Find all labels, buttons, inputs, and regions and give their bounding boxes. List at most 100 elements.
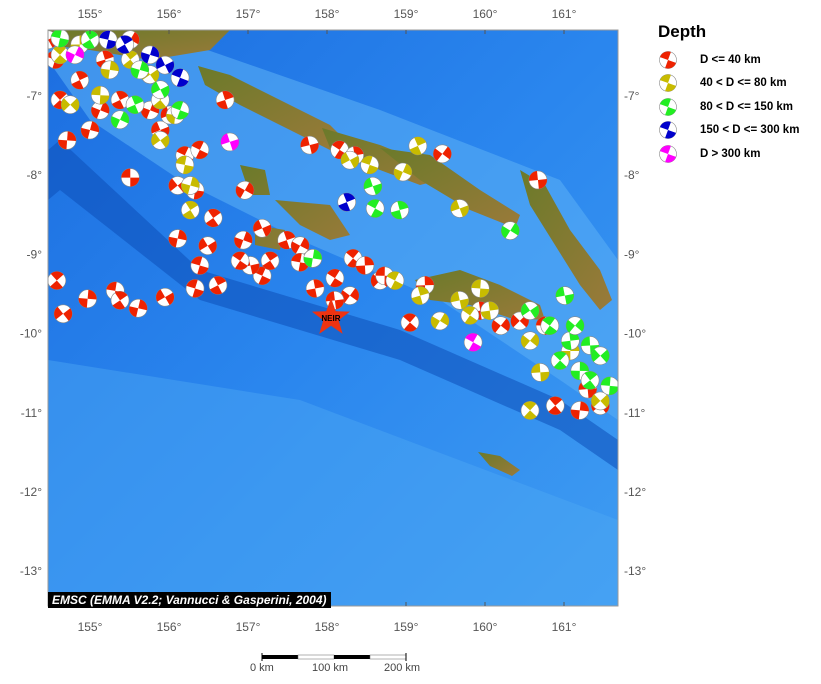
focal-mechanism: [580, 371, 600, 390]
focal-mechanism: [450, 291, 470, 310]
beachball-icon: [659, 74, 677, 93]
focal-mechanism: [400, 313, 420, 332]
focal-mechanism: [203, 208, 223, 228]
focal-mechanism: [290, 236, 310, 255]
legend-item: D <= 40 km: [658, 48, 799, 72]
legend-item: 150 < D <= 300 km: [658, 119, 799, 143]
focal-mechanism: [57, 131, 77, 150]
focal-mechanism: [393, 162, 413, 182]
focal-mechanism: [80, 30, 100, 50]
focal-mechanism: [151, 80, 170, 99]
focal-mechanism: [325, 268, 345, 288]
scale-bar-graphic: [261, 653, 407, 661]
focal-mechanism: [140, 45, 160, 65]
beachball-icon: [659, 121, 677, 140]
focal-mechanisms: [48, 30, 618, 420]
lon-tick-bottom: 159°: [394, 620, 419, 634]
focal-mechanism: [170, 68, 190, 88]
focal-mechanism: [100, 60, 120, 80]
focal-mechanism: [390, 200, 409, 220]
focal-mechanism: [215, 90, 235, 110]
focal-mechanism: [340, 150, 360, 170]
station-neir[interactable]: NEIR: [311, 297, 350, 334]
lon-tick-bottom: 158°: [315, 620, 340, 634]
legend-title: Depth: [658, 22, 707, 41]
focal-mechanism: [520, 301, 540, 320]
legend-label: 40 < D <= 80 km: [700, 77, 787, 90]
map-frame: [47, 29, 619, 607]
lat-tick-left: -11°: [21, 406, 42, 420]
focal-mechanism: [53, 304, 73, 324]
beachball-icon: [659, 50, 677, 69]
focal-mechanism: [303, 249, 323, 268]
focal-mechanism: [155, 287, 175, 307]
legend-label: D <= 40 km: [700, 53, 761, 66]
focal-mechanism: [235, 180, 255, 200]
focal-mechanism: [128, 298, 148, 318]
lon-tick-bottom: 156°: [157, 620, 182, 634]
lat-tick-left: -10°: [20, 327, 42, 341]
station-label: NEIR: [321, 314, 340, 323]
focal-mechanism: [170, 100, 190, 120]
focal-mechanism: [155, 55, 175, 75]
island-rennell: [478, 452, 520, 476]
focal-mechanism: [550, 351, 570, 370]
beachball-icon: [659, 97, 677, 116]
legend-item: 80 < D <= 150 km: [658, 95, 799, 119]
lat-tick-right: -8°: [624, 168, 640, 182]
legend-label: 80 < D <= 150 km: [700, 100, 794, 113]
beachball-icon: [659, 121, 677, 140]
focal-mechanism: [355, 256, 375, 275]
lon-tick-bottom: 161°: [552, 620, 577, 634]
focal-mechanism: [190, 140, 210, 160]
focal-mechanism: [480, 301, 500, 320]
lat-tick-right: -10°: [624, 327, 646, 341]
focal-mechanism: [430, 311, 450, 331]
scale-label-0: 0 km: [250, 662, 274, 674]
station-star-icon[interactable]: [311, 297, 350, 334]
beachball-icon: [659, 144, 677, 163]
focal-mechanism: [80, 120, 100, 140]
lat-tick-right: -12°: [624, 485, 646, 499]
focal-mechanism: [528, 170, 548, 190]
focal-mechanism: [410, 286, 430, 305]
beachball-icon: [659, 74, 677, 93]
focal-mechanism: [470, 279, 490, 298]
beachball-icon: [659, 50, 677, 69]
lon-tick-bottom: 157°: [236, 620, 261, 634]
lat-tick-left: -9°: [27, 247, 43, 261]
focal-mechanism: [50, 45, 70, 65]
focal-mechanism: [433, 144, 452, 164]
focal-mechanism: [600, 376, 618, 396]
focal-mechanism: [520, 401, 540, 420]
focal-mechanism: [540, 316, 560, 335]
focal-mechanism: [305, 279, 325, 298]
focal-mechanism: [300, 135, 319, 155]
legend-item: 40 < D <= 80 km: [658, 72, 799, 96]
focal-mechanism: [98, 30, 118, 50]
focal-mechanism: [463, 333, 483, 352]
lat-tick-left: -8°: [27, 168, 43, 182]
focal-mechanism: [591, 391, 610, 411]
lat-tick-left: -13°: [20, 564, 42, 578]
focal-mechanism: [70, 70, 90, 90]
focal-mechanism: [252, 218, 272, 238]
lon-tick-top: 161°: [552, 7, 577, 21]
legend-label: D > 300 km: [700, 147, 761, 160]
focal-mechanism: [198, 236, 218, 255]
focal-mechanism: [565, 316, 585, 335]
focal-mechanism: [50, 30, 70, 48]
focal-mechanism: [555, 286, 575, 305]
trench: [48, 140, 618, 470]
focal-mechanism: [185, 279, 205, 298]
focal-mechanism: [90, 85, 110, 105]
lat-tick-right: -9°: [624, 247, 640, 261]
focal-mechanism: [65, 45, 85, 65]
focal-mechanism: [360, 155, 379, 175]
focal-mechanism: [181, 200, 200, 220]
focal-mechanism: [125, 95, 145, 115]
focal-mechanism: [168, 229, 187, 248]
focal-mechanism: [546, 396, 565, 415]
legend-label: 150 < D <= 300 km: [700, 124, 800, 137]
scale-label-200: 200 km: [384, 662, 421, 674]
